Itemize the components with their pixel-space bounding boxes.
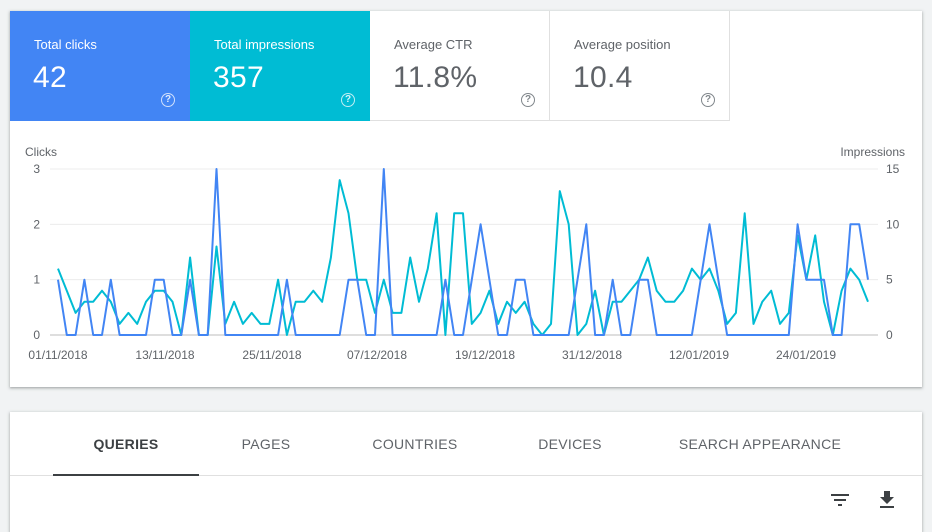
- left-tick-label: 3: [33, 162, 40, 176]
- right-axis-label: Impressions: [840, 145, 905, 159]
- x-tick-label: 13/11/2018: [135, 348, 194, 362]
- right-tick-label: 10: [886, 217, 900, 231]
- help-icon[interactable]: ?: [701, 93, 715, 107]
- metric-value: 357: [213, 61, 264, 94]
- metric-value: 11.8%: [393, 61, 478, 94]
- right-tick-label: 5: [886, 273, 893, 287]
- metric-total-impressions[interactable]: Total impressions 357 ?: [190, 11, 370, 121]
- filter-icon[interactable]: [828, 488, 852, 512]
- tab-search-appearance[interactable]: SEARCH APPEARANCE: [678, 436, 842, 452]
- x-tick-label: 25/11/2018: [242, 348, 301, 362]
- download-icon[interactable]: [875, 488, 899, 512]
- metric-label: Total clicks: [34, 37, 97, 52]
- right-axis-ticks: 0 5 10 15: [886, 162, 900, 342]
- right-tick-label: 0: [886, 328, 893, 342]
- left-tick-label: 2: [33, 217, 40, 231]
- metric-average-position[interactable]: Average position 10.4 ?: [550, 11, 730, 121]
- tab-indicator: [53, 474, 199, 476]
- help-icon[interactable]: ?: [341, 93, 355, 107]
- x-axis-ticks: 01/11/2018 13/11/2018 25/11/2018 07/12/2018…: [28, 348, 836, 362]
- chart-series: [57, 168, 869, 336]
- metric-label: Average position: [574, 37, 671, 52]
- metric-label: Total impressions: [214, 37, 315, 52]
- x-tick-label: 01/11/2018: [28, 348, 87, 362]
- metric-value: 10.4: [573, 61, 633, 94]
- left-axis-ticks: 0 1 2 3: [33, 162, 40, 342]
- series-line-clicks: [57, 168, 869, 336]
- x-tick-label: 24/01/2019: [776, 348, 836, 362]
- left-tick-label: 0: [33, 328, 40, 342]
- x-tick-label: 12/01/2019: [669, 348, 729, 362]
- performance-chart: Clicks Impressions 0 1 2 3 0 5 10 15 01/11/201…: [25, 145, 905, 362]
- help-icon[interactable]: ?: [521, 93, 535, 107]
- left-axis-label: Clicks: [25, 145, 57, 159]
- metric-label: Average CTR: [394, 37, 473, 52]
- tab-queries[interactable]: QUERIES: [93, 436, 159, 452]
- tab-countries[interactable]: COUNTRIES: [372, 436, 458, 452]
- x-tick-label: 31/12/2018: [562, 348, 622, 362]
- metric-value: 42: [33, 61, 67, 94]
- dimension-tabs: QUERIES PAGES COUNTRIES DEVICES SEARCH A…: [10, 412, 922, 476]
- x-tick-label: 07/12/2018: [347, 348, 407, 362]
- right-tick-label: 15: [886, 162, 900, 176]
- help-icon[interactable]: ?: [161, 93, 175, 107]
- tab-devices[interactable]: DEVICES: [538, 436, 602, 452]
- left-tick-label: 1: [33, 273, 40, 287]
- dimensions-card: QUERIES PAGES COUNTRIES DEVICES SEARCH A…: [10, 412, 922, 532]
- performance-card: Total clicks 42 ? Total impressions 357 …: [10, 11, 922, 387]
- metric-cards: Total clicks 42 ? Total impressions 357 …: [10, 11, 730, 121]
- metric-total-clicks[interactable]: Total clicks 42 ?: [10, 11, 190, 121]
- series-line-impressions: [57, 179, 869, 336]
- tab-pages[interactable]: PAGES: [241, 436, 291, 452]
- x-tick-label: 19/12/2018: [455, 348, 515, 362]
- metric-average-ctr[interactable]: Average CTR 11.8% ?: [370, 11, 550, 121]
